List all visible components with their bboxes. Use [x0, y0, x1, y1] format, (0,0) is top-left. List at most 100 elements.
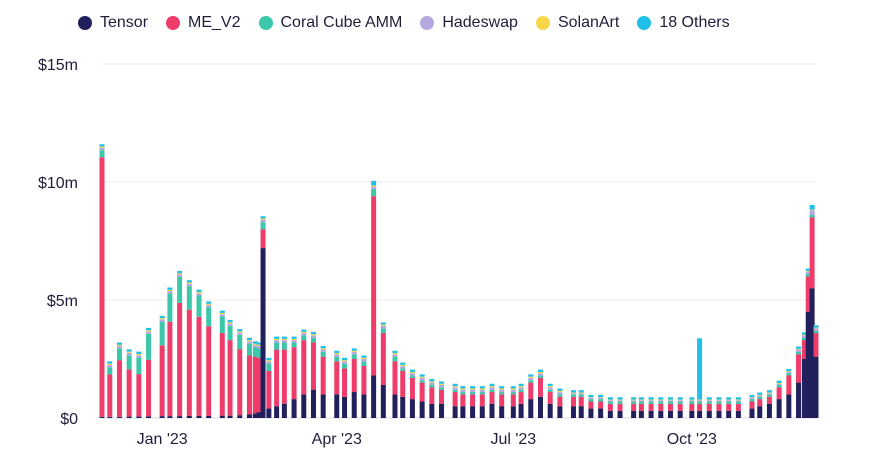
bar-segment-solanart[interactable] — [380, 324, 386, 326]
bar-segment-tensor[interactable] — [547, 403, 553, 418]
bar-segment-coral-cube-amm[interactable] — [528, 380, 534, 383]
bar-segment-me-v2[interactable] — [281, 349, 287, 404]
bar-segment-hadeswap[interactable] — [409, 373, 415, 376]
bar-segment-18-others[interactable] — [735, 397, 741, 400]
bar-segment-18-others[interactable] — [429, 379, 435, 382]
bar-segment-18-others[interactable] — [706, 397, 712, 400]
bar-segment-me-v2[interactable] — [99, 157, 105, 417]
bar-segment-me-v2[interactable] — [260, 229, 266, 249]
bar-segment-tensor[interactable] — [177, 416, 183, 418]
bar-segment-me-v2[interactable] — [648, 403, 654, 411]
bar-segment-solanart[interactable] — [351, 350, 357, 352]
bar-segment-tensor[interactable] — [99, 416, 105, 418]
bar-segment-me-v2[interactable] — [813, 333, 819, 357]
bar-segment-me-v2[interactable] — [246, 355, 252, 415]
bar-segment-coral-cube-amm[interactable] — [716, 401, 722, 404]
bar-segment-tensor[interactable] — [537, 396, 543, 418]
bar-segment-solanart[interactable] — [159, 318, 165, 320]
bar-segment-solanart[interactable] — [578, 392, 584, 394]
bar-segment-18-others[interactable] — [167, 287, 173, 290]
bar-segment-tensor[interactable] — [617, 410, 623, 418]
bar-segment-solanart[interactable] — [246, 340, 252, 342]
bar-segment-18-others[interactable] — [460, 386, 466, 389]
bar-segment-solanart[interactable] — [186, 282, 192, 284]
bar-segment-18-others[interactable] — [266, 357, 272, 361]
bar-segment-18-others[interactable] — [716, 397, 722, 400]
bar-segment-solanart[interactable] — [726, 399, 732, 401]
bar-segment-tensor[interactable] — [400, 396, 406, 418]
bar-segment-solanart[interactable] — [749, 397, 755, 398]
bar-segment-solanart[interactable] — [116, 344, 122, 347]
bar-segment-tensor[interactable] — [489, 403, 495, 418]
bar-segment-solanart[interactable] — [518, 386, 524, 388]
bar-segment-18-others[interactable] — [697, 338, 703, 400]
bar-segment-me-v2[interactable] — [631, 403, 637, 411]
bar-segment-me-v2[interactable] — [429, 387, 435, 404]
bar-segment-18-others[interactable] — [570, 390, 576, 393]
bar-segment-tensor[interactable] — [757, 406, 763, 418]
bar-segment-solanart[interactable] — [706, 399, 712, 401]
bar-segment-coral-cube-amm[interactable] — [361, 361, 367, 367]
bar-segment-solanart[interactable] — [274, 338, 280, 341]
bar-segment-coral-cube-amm[interactable] — [638, 401, 644, 404]
bar-segment-me-v2[interactable] — [291, 347, 297, 400]
bar-segment-solanart[interactable] — [392, 353, 398, 355]
bar-segment-solanart[interactable] — [419, 376, 425, 378]
bar-segment-me-v2[interactable] — [266, 370, 272, 409]
bar-segment-18-others[interactable] — [351, 348, 357, 351]
bar-segment-tensor[interactable] — [697, 410, 703, 418]
bar-segment-coral-cube-amm[interactable] — [809, 215, 815, 218]
bar-segment-solanart[interactable] — [689, 399, 695, 401]
bar-segment-solanart[interactable] — [809, 209, 815, 211]
bar-segment-hadeswap[interactable] — [167, 291, 173, 294]
bar-segment-me-v2[interactable] — [126, 369, 132, 417]
bar-segment-hadeswap[interactable] — [99, 147, 105, 151]
bar-segment-coral-cube-amm[interactable] — [252, 347, 258, 357]
bar-segment-coral-cube-amm[interactable] — [557, 394, 563, 397]
bar-segment-18-others[interactable] — [371, 180, 377, 186]
bar-segment-me-v2[interactable] — [499, 394, 505, 407]
bar-segment-me-v2[interactable] — [219, 333, 225, 416]
bar-segment-solanart[interactable] — [588, 397, 594, 398]
bar-segment-18-others[interactable] — [256, 342, 262, 345]
bar-segment-18-others[interactable] — [510, 386, 516, 389]
legend-item-me-v2[interactable]: ME_V2 — [166, 14, 241, 32]
bar-segment-me-v2[interactable] — [380, 333, 386, 385]
bar-segment-hadeswap[interactable] — [274, 340, 280, 343]
bar-segment-hadeswap[interactable] — [697, 400, 703, 402]
bar-segment-me-v2[interactable] — [400, 370, 406, 397]
bar-segment-hadeswap[interactable] — [452, 387, 458, 390]
bar-segment-18-others[interactable] — [246, 337, 252, 341]
bar-segment-coral-cube-amm[interactable] — [126, 355, 132, 370]
bar-segment-solanart[interactable] — [547, 386, 553, 388]
bar-segment-18-others[interactable] — [409, 369, 415, 372]
bar-segment-coral-cube-amm[interactable] — [186, 286, 192, 310]
bar-segment-tensor[interactable] — [126, 416, 132, 418]
bar-segment-solanart[interactable] — [805, 270, 811, 272]
bar-segment-me-v2[interactable] — [439, 389, 445, 404]
bar-segment-18-others[interactable] — [159, 315, 165, 319]
bar-segment-hadeswap[interactable] — [186, 283, 192, 287]
bar-segment-tensor[interactable] — [766, 403, 772, 418]
bar-segment-me-v2[interactable] — [805, 276, 811, 312]
bar-segment-tensor[interactable] — [237, 415, 243, 418]
bar-segment-solanart[interactable] — [813, 327, 819, 329]
bar-segment-me-v2[interactable] — [334, 361, 340, 395]
bar-segment-tensor[interactable] — [429, 403, 435, 418]
bar-segment-solanart[interactable] — [470, 388, 476, 390]
bar-segment-tensor[interactable] — [334, 394, 340, 418]
bar-segment-coral-cube-amm[interactable] — [107, 367, 113, 375]
bar-segment-me-v2[interactable] — [677, 403, 683, 411]
bar-segment-18-others[interactable] — [334, 350, 340, 354]
bar-segment-tensor[interactable] — [776, 399, 782, 418]
bar-segment-coral-cube-amm[interactable] — [227, 325, 233, 341]
bar-segment-coral-cube-amm[interactable] — [206, 307, 212, 327]
bar-segment-solanart[interactable] — [266, 360, 272, 362]
bar-segment-solanart[interactable] — [638, 399, 644, 401]
bar-segment-solanart[interactable] — [735, 399, 741, 401]
bar-segment-coral-cube-amm[interactable] — [237, 334, 243, 350]
bar-segment-tensor[interactable] — [252, 413, 258, 418]
bar-segment-tensor[interactable] — [667, 410, 673, 418]
bar-segment-tensor[interactable] — [648, 410, 654, 418]
bar-segment-coral-cube-amm[interactable] — [499, 392, 505, 395]
